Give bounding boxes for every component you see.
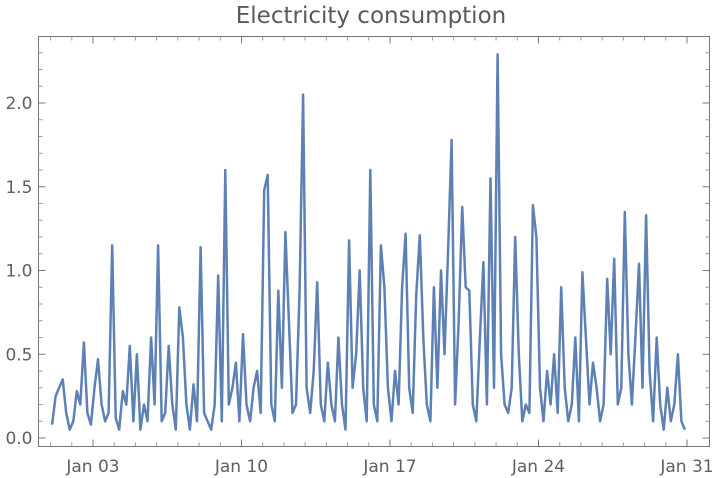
y-tick-label: 0.0 bbox=[5, 429, 32, 449]
y-tick-label: 0.5 bbox=[5, 345, 32, 365]
chart-title: Electricity consumption bbox=[236, 3, 506, 29]
plot-frame bbox=[38, 36, 710, 447]
y-tick-label: 1.5 bbox=[5, 178, 32, 198]
consumption-series-line bbox=[50, 53, 687, 431]
x-tick-label: Jan 24 bbox=[511, 457, 565, 477]
y-tick-label: 1.0 bbox=[5, 262, 32, 282]
x-tick-label: Jan 31 bbox=[659, 457, 713, 477]
y-tick-label: 2.0 bbox=[5, 94, 32, 114]
x-tick-label: Jan 03 bbox=[65, 457, 119, 477]
x-tick-label: Jan 17 bbox=[362, 457, 416, 477]
x-tick-label: Jan 10 bbox=[214, 457, 268, 477]
